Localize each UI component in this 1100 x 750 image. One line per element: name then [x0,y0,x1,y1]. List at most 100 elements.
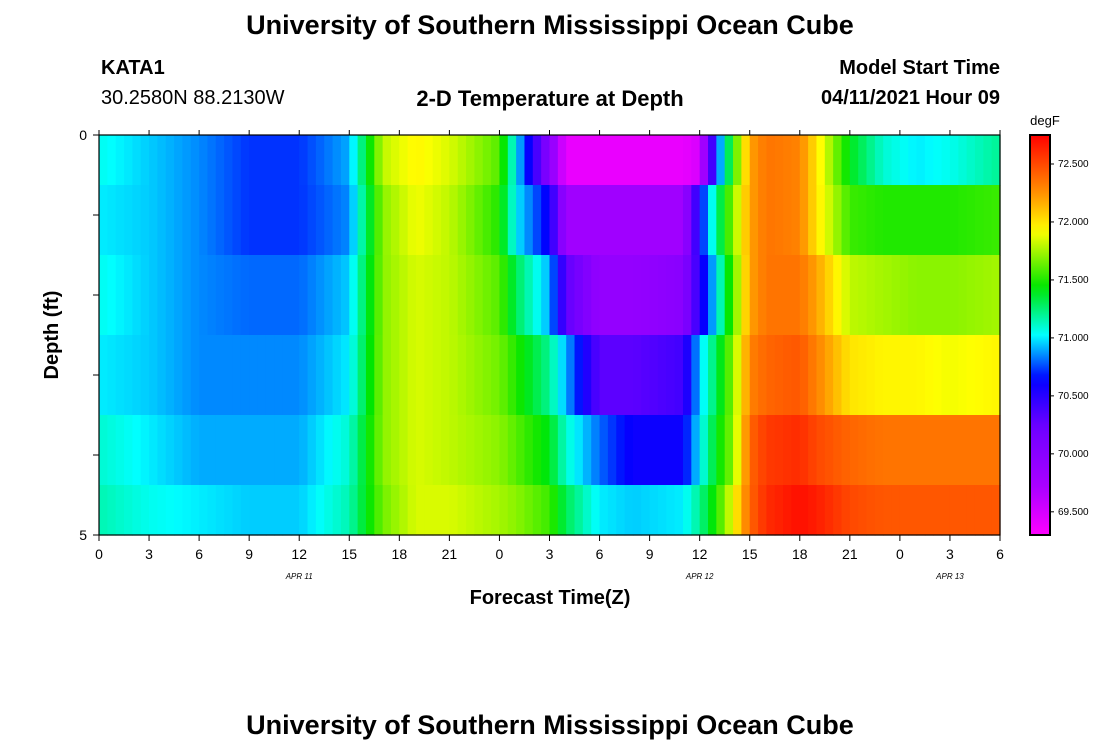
heatmap-cell [733,135,742,186]
heatmap-cell [424,335,434,416]
heatmap-cell [140,485,150,536]
heatmap-cell [891,485,901,536]
heatmap-cell [624,485,634,536]
heatmap-cell [224,335,234,416]
heatmap-cell [357,335,367,416]
heatmap-cell [557,335,567,416]
heatmap-cell [190,135,200,186]
heatmap-cell [724,185,734,256]
heatmap-cell [199,135,209,186]
heatmap-cell [265,485,275,536]
heatmap-cell [833,485,843,536]
heatmap-cell [974,185,984,256]
heatmap-cell [858,255,868,336]
heatmap-cell [416,485,425,536]
heatmap-cell [582,415,592,486]
x-tick-label: 0 [95,546,103,562]
heatmap-cell [841,135,851,186]
heatmap-cell [307,255,317,336]
heatmap-cell [474,185,484,256]
heatmap-cell [941,415,951,486]
heatmap-cell [215,415,225,486]
heatmap-cell [299,255,309,336]
heatmap-cell [474,135,484,186]
heatmap-cell [424,415,434,486]
heatmap-cell [149,185,158,256]
heatmap-cell [891,185,901,256]
y-tick-label: 0 [79,127,87,143]
heatmap-cell [824,485,834,536]
heatmap-cell [257,415,267,486]
heatmap-cell [833,185,843,256]
heatmap-cell [265,415,275,486]
colorbar-unit: degF [1030,113,1060,128]
heatmap-cell [349,135,359,186]
heatmap-cell [307,185,317,256]
colorbar: degF 69.500 70.000 70.500 71.000 71.500 72.00… [1029,113,1089,536]
heatmap-cell [424,185,434,256]
heatmap-cell [741,135,751,186]
heatmap-cell [124,185,133,256]
heatmap-cell [616,415,626,486]
heatmap-cell [549,135,559,186]
heatmap-cell [574,185,584,256]
heatmap-cell [474,255,484,336]
heatmap-cell [908,255,918,336]
heatmap-cell [399,135,409,186]
heatmap-cell [591,415,601,486]
heatmap-cell [933,135,943,186]
heatmap-cell [157,135,167,186]
heatmap-cell [849,255,859,336]
heatmap-cell [507,185,517,256]
heatmap-cell [149,485,158,536]
heatmap-cell [174,485,184,536]
heatmap-cell [524,255,534,336]
heatmap-cell [549,415,559,486]
heatmap-cell [933,335,943,416]
heatmap-cell [958,415,968,486]
heatmap-cell [716,335,726,416]
heatmap-cell [207,255,217,336]
heatmap-cell [532,335,542,416]
heatmap-cell [324,415,334,486]
heatmap-cell [566,185,576,256]
heatmap-cell [966,485,976,536]
heatmap-cell [491,415,501,486]
heatmap-cell [774,135,784,186]
heatmap-cell [541,135,551,186]
heatmap-cell [115,185,125,256]
heatmap-cell [908,185,918,256]
heatmap-cell [783,415,793,486]
x-tick-label: 12 [291,546,307,562]
heatmap-cell [891,415,901,486]
heatmap-cell [324,185,334,256]
heatmap-cell [340,185,350,256]
heatmap-cell [357,415,367,486]
heatmap-cell [657,135,667,186]
heatmap-cell [315,185,325,256]
heatmap-cell [282,135,292,186]
heatmap-cell [374,335,384,416]
heatmap-cell [507,415,517,486]
heatmap-cell [941,135,951,186]
heatmap-cell [582,335,592,416]
heatmap-cell [899,335,909,416]
heatmap-cell [124,415,133,486]
heatmap-cell [566,415,576,486]
date-label: APR 13 [935,572,964,581]
heatmap-cell [791,485,801,536]
heatmap-cell [741,335,751,416]
x-tick-label: 15 [742,546,758,562]
heatmap-cell [883,255,893,336]
heatmap-cell [165,485,175,536]
heatmap-cell [290,485,300,536]
heatmap-cell [365,485,375,536]
heatmap-cell [232,335,242,416]
heatmap-cell [591,135,601,186]
heatmap-cell [816,185,826,256]
y-tick-label: 5 [79,527,87,543]
heatmap-cell [332,415,342,486]
heatmap-cell [557,415,567,486]
heatmap-cell [265,255,275,336]
heatmap-cell [958,485,968,536]
